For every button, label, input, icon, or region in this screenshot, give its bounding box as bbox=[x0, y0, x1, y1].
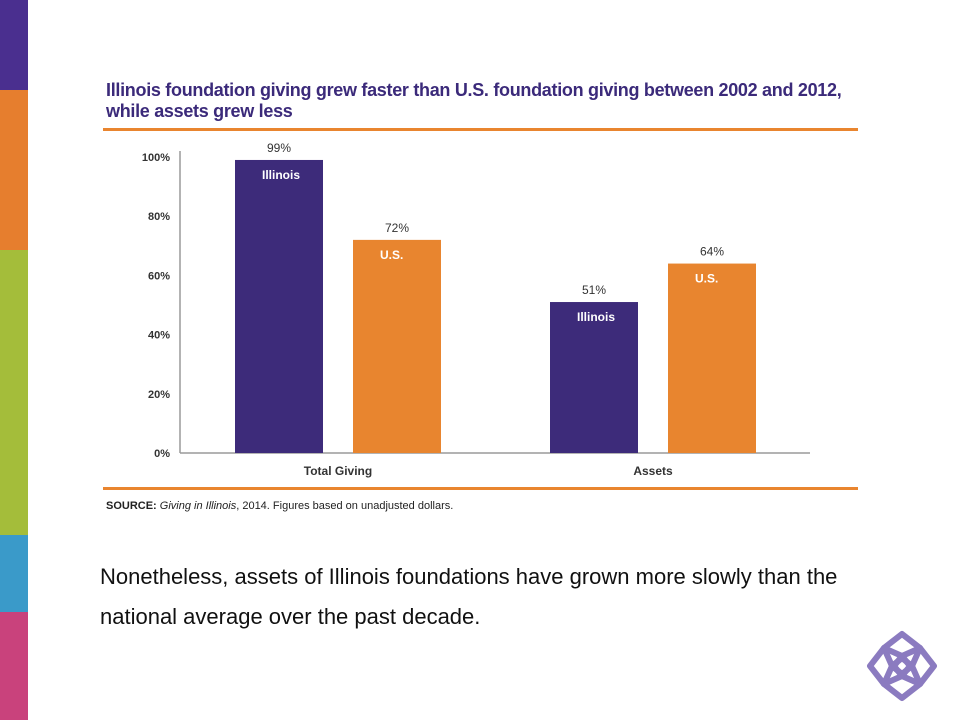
strip-segment-green bbox=[0, 250, 28, 535]
body-paragraph: Nonetheless, assets of Illinois foundati… bbox=[100, 564, 838, 629]
bar-illinois-1 bbox=[550, 302, 638, 453]
bar-value-label: 72% bbox=[385, 221, 409, 235]
source-rule bbox=[103, 487, 858, 490]
title-rule bbox=[103, 128, 858, 131]
chart-title: Illinois foundation giving grew faster t… bbox=[106, 80, 842, 121]
y-tick-label: 20% bbox=[148, 389, 170, 401]
source-label: SOURCE: bbox=[106, 500, 157, 512]
bar-illinois-0 bbox=[235, 159, 323, 453]
strip-segment-orange bbox=[0, 90, 28, 250]
bar-series-label: Illinois bbox=[577, 310, 615, 324]
bar-chart: 0% 20% 40% 60% 80% 100% 99% Illinois 51% Illinois… bbox=[142, 141, 810, 478]
y-tick-label: 0% bbox=[154, 448, 170, 460]
knot-logo-icon bbox=[867, 631, 937, 701]
source-note: SOURCE: Giving in Illinois, 2014. Figure… bbox=[106, 500, 453, 512]
strip-segment-blue bbox=[0, 535, 28, 612]
strip-segment-purple bbox=[0, 0, 28, 90]
source-rest: , 2014. Figures based on unadjusted doll… bbox=[236, 500, 454, 512]
bar-value-label: 51% bbox=[582, 283, 606, 297]
y-tick-label: 80% bbox=[148, 211, 170, 223]
bar-us-1 bbox=[668, 263, 756, 453]
y-tick-label: 100% bbox=[142, 152, 170, 164]
bar-series-label: Illinois bbox=[262, 168, 300, 182]
source-title: Giving in Illinois bbox=[159, 500, 237, 512]
bar-series-label: U.S. bbox=[695, 272, 718, 286]
y-tick-label: 60% bbox=[148, 270, 170, 282]
decorative-color-strip bbox=[0, 0, 28, 720]
bar-series-label: U.S. bbox=[380, 248, 403, 262]
bar-value-label: 99% bbox=[267, 141, 291, 155]
x-category-label: Assets bbox=[633, 464, 673, 478]
x-category-label: Total Giving bbox=[304, 464, 372, 478]
strip-segment-pink bbox=[0, 612, 28, 720]
y-tick-label: 40% bbox=[148, 330, 170, 342]
bar-us-0 bbox=[353, 239, 441, 453]
bar-value-label: 64% bbox=[700, 245, 724, 259]
